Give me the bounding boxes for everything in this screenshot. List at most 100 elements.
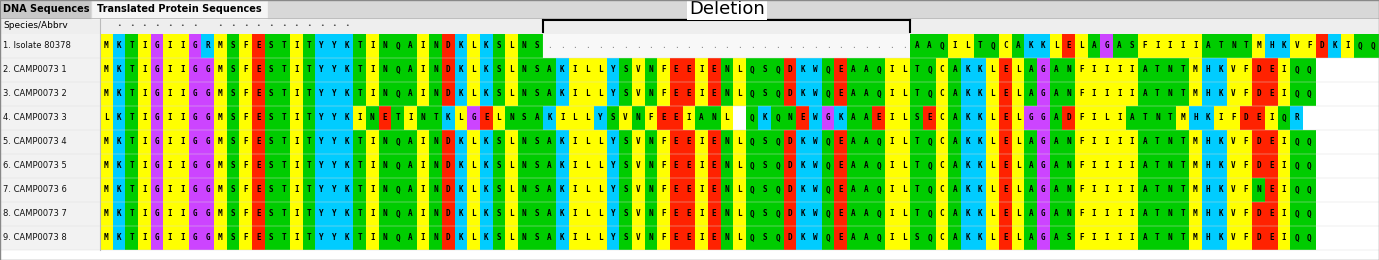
Bar: [1354, 82, 1367, 106]
Text: T: T: [130, 233, 134, 243]
Bar: [125, 226, 138, 250]
Bar: [302, 130, 316, 154]
Text: G: G: [205, 114, 210, 122]
Text: L: L: [585, 185, 590, 194]
Bar: [1316, 106, 1328, 130]
Bar: [404, 130, 416, 154]
Text: M: M: [218, 185, 222, 194]
Text: Q: Q: [877, 138, 881, 146]
Text: S: S: [496, 161, 501, 171]
Text: S: S: [535, 42, 539, 50]
Bar: [505, 106, 519, 130]
Bar: [961, 58, 974, 82]
Bar: [936, 106, 949, 130]
Text: K: K: [345, 42, 349, 50]
Bar: [834, 202, 847, 226]
Text: .: .: [585, 42, 590, 50]
Bar: [961, 226, 974, 250]
Bar: [277, 130, 290, 154]
Text: F: F: [243, 210, 248, 218]
Bar: [859, 226, 873, 250]
Text: T: T: [1156, 233, 1160, 243]
Bar: [859, 82, 873, 106]
Text: F: F: [1080, 114, 1084, 122]
Bar: [910, 226, 923, 250]
Bar: [873, 82, 885, 106]
Bar: [1340, 154, 1354, 178]
Text: A: A: [1117, 42, 1121, 50]
Text: S: S: [535, 66, 539, 75]
Text: T: T: [357, 66, 361, 75]
Bar: [1139, 34, 1151, 58]
Bar: [201, 202, 214, 226]
Bar: [910, 58, 923, 82]
Text: T: T: [396, 114, 400, 122]
Bar: [125, 154, 138, 178]
Bar: [277, 34, 290, 58]
Bar: [201, 226, 214, 250]
Text: I: I: [1105, 233, 1109, 243]
Bar: [1328, 202, 1340, 226]
Bar: [986, 202, 1000, 226]
Text: T: T: [1168, 114, 1172, 122]
Bar: [0, 226, 101, 250]
Bar: [1316, 58, 1328, 82]
Bar: [138, 106, 150, 130]
Bar: [214, 34, 226, 58]
Bar: [1227, 178, 1240, 202]
Text: I: I: [370, 138, 375, 146]
Text: D: D: [445, 42, 451, 50]
Text: F: F: [243, 233, 248, 243]
Text: Q: Q: [1295, 138, 1299, 146]
Text: G: G: [193, 114, 197, 122]
Bar: [201, 58, 214, 82]
Bar: [226, 34, 240, 58]
Bar: [1151, 202, 1164, 226]
Bar: [619, 154, 632, 178]
Text: T: T: [1180, 66, 1185, 75]
Text: F: F: [1231, 114, 1236, 122]
Text: V: V: [636, 138, 640, 146]
Text: I: I: [370, 233, 375, 243]
Text: K: K: [965, 185, 969, 194]
Text: .: .: [826, 42, 830, 50]
Text: A: A: [851, 114, 856, 122]
Bar: [873, 34, 885, 58]
Bar: [1062, 34, 1076, 58]
Text: S: S: [763, 185, 767, 194]
Bar: [519, 58, 531, 82]
Bar: [670, 82, 683, 106]
Text: A: A: [953, 185, 957, 194]
Bar: [1303, 130, 1316, 154]
Bar: [1176, 202, 1189, 226]
Text: F: F: [1244, 89, 1248, 99]
Text: G: G: [205, 66, 210, 75]
Bar: [252, 130, 265, 154]
Bar: [822, 202, 834, 226]
Bar: [771, 58, 783, 82]
Text: F: F: [243, 138, 248, 146]
Text: N: N: [712, 114, 717, 122]
Text: I: I: [560, 114, 564, 122]
Text: L: L: [509, 42, 514, 50]
Bar: [0, 34, 1379, 58]
Bar: [619, 58, 632, 82]
Bar: [949, 202, 961, 226]
Text: I: I: [167, 114, 172, 122]
Bar: [1189, 226, 1201, 250]
Text: G: G: [154, 66, 160, 75]
Bar: [125, 178, 138, 202]
Text: I: I: [1092, 233, 1096, 243]
Bar: [531, 58, 543, 82]
Text: I: I: [889, 161, 894, 171]
Bar: [1012, 202, 1025, 226]
Bar: [834, 130, 847, 154]
Text: A: A: [408, 138, 412, 146]
Text: I: I: [167, 89, 172, 99]
Text: .: .: [763, 42, 767, 50]
Text: L: L: [902, 66, 906, 75]
Text: S: S: [763, 89, 767, 99]
Text: V: V: [1231, 66, 1236, 75]
Bar: [1176, 130, 1189, 154]
Bar: [1100, 202, 1113, 226]
